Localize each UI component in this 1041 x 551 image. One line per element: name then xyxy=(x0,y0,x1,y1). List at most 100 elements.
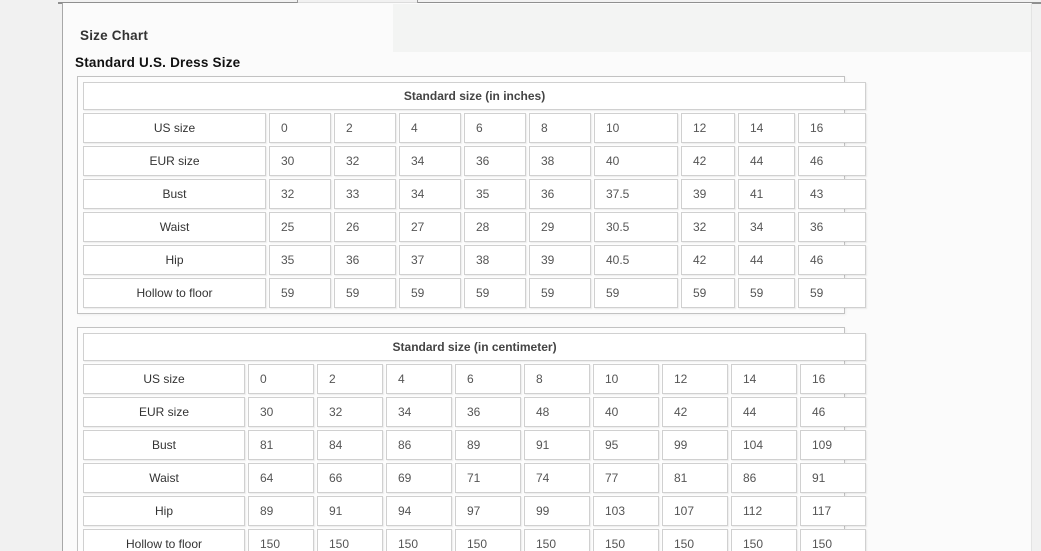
table-title: Standard size (in inches) xyxy=(83,82,867,110)
size-value-cell: 81 xyxy=(248,430,314,460)
size-value-cell: 150 xyxy=(593,529,659,551)
size-value-cell: 32 xyxy=(269,179,331,209)
size-value-cell: 150 xyxy=(455,529,521,551)
size-table-centimeter-wrapper: Standard size (in centimeter) US size 0 2 4 6… xyxy=(77,327,867,551)
row-label: Hip xyxy=(83,245,266,275)
size-value-cell: 59 xyxy=(798,278,867,308)
size-value-cell: 40 xyxy=(594,146,678,176)
size-value-cell: 99 xyxy=(662,430,728,460)
size-value-cell: 34 xyxy=(399,179,461,209)
size-value-cell: 41 xyxy=(738,179,795,209)
size-value-cell: 71 xyxy=(455,463,521,493)
size-value-cell: 117 xyxy=(800,496,867,526)
size-value-cell: 43 xyxy=(798,179,867,209)
size-value-cell: 91 xyxy=(524,430,590,460)
size-value-cell: 150 xyxy=(800,529,867,551)
size-value-cell: 32 xyxy=(681,212,735,242)
row-label: US size xyxy=(83,364,245,394)
size-value-cell: 103 xyxy=(593,496,659,526)
size-value-cell: 30 xyxy=(269,146,331,176)
size-value-cell: 25 xyxy=(269,212,331,242)
size-value-cell: 0 xyxy=(269,113,331,143)
size-value-cell: 59 xyxy=(529,278,591,308)
size-value-cell: 8 xyxy=(524,364,590,394)
row-label: Hollow to floor xyxy=(83,278,266,308)
size-value-cell: 107 xyxy=(662,496,728,526)
size-value-cell: 66 xyxy=(317,463,383,493)
size-table-inches: Standard size (in inches) US size 0 2 4 6 8 10 1… xyxy=(80,79,869,311)
row-label: Hip xyxy=(83,496,245,526)
size-value-cell: 30 xyxy=(248,397,314,427)
size-value-cell: 48 xyxy=(524,397,590,427)
size-value-cell: 150 xyxy=(524,529,590,551)
table-row: Waist 64 66 69 71 74 77 81 86 91 xyxy=(83,463,867,493)
table-title: Standard size (in centimeter) xyxy=(83,333,867,361)
size-value-cell: 42 xyxy=(681,245,735,275)
table-row: Waist 25 26 27 28 29 30.5 32 34 36 xyxy=(83,212,867,242)
size-value-cell: 99 xyxy=(524,496,590,526)
size-value-cell: 91 xyxy=(317,496,383,526)
size-value-cell: 40.5 xyxy=(594,245,678,275)
size-value-cell: 32 xyxy=(317,397,383,427)
panel-top-band xyxy=(393,4,1031,52)
size-value-cell: 64 xyxy=(248,463,314,493)
size-value-cell: 59 xyxy=(334,278,396,308)
size-value-cell: 2 xyxy=(317,364,383,394)
size-value-cell: 86 xyxy=(386,430,452,460)
size-value-cell: 59 xyxy=(594,278,678,308)
size-value-cell: 42 xyxy=(681,146,735,176)
size-value-cell: 59 xyxy=(464,278,526,308)
size-value-cell: 29 xyxy=(529,212,591,242)
size-value-cell: 33 xyxy=(334,179,396,209)
row-label: US size xyxy=(83,113,266,143)
size-value-cell: 37.5 xyxy=(594,179,678,209)
size-value-cell: 69 xyxy=(386,463,452,493)
row-label: Hollow to floor xyxy=(83,529,245,551)
table-row: Hollow to floor 59 59 59 59 59 59 59 59 59 xyxy=(83,278,867,308)
tab-separator xyxy=(297,0,298,4)
size-value-cell: 94 xyxy=(386,496,452,526)
size-value-cell: 44 xyxy=(738,146,795,176)
size-value-cell: 59 xyxy=(399,278,461,308)
table-row: Bust 81 84 86 89 91 95 99 104 109 xyxy=(83,430,867,460)
table-row: EUR size 30 32 34 36 48 40 42 44 46 xyxy=(83,397,867,427)
page-subtitle: Standard U.S. Dress Size xyxy=(75,55,241,70)
size-value-cell: 150 xyxy=(248,529,314,551)
size-value-cell: 95 xyxy=(593,430,659,460)
page-title: Size Chart xyxy=(80,28,149,43)
size-value-cell: 44 xyxy=(738,245,795,275)
size-value-cell: 36 xyxy=(798,212,867,242)
row-label: EUR size xyxy=(83,146,266,176)
row-label: Bust xyxy=(83,179,266,209)
table-row: Bust 32 33 34 35 36 37.5 39 41 43 xyxy=(83,179,867,209)
row-label: Waist xyxy=(83,212,266,242)
size-value-cell: 59 xyxy=(738,278,795,308)
size-value-cell: 10 xyxy=(593,364,659,394)
table-row: Hip 89 91 94 97 99 103 107 112 117 xyxy=(83,496,867,526)
size-value-cell: 34 xyxy=(399,146,461,176)
size-value-cell: 32 xyxy=(334,146,396,176)
size-value-cell: 30.5 xyxy=(594,212,678,242)
size-value-cell: 104 xyxy=(731,430,797,460)
table-title-row: Standard size (in inches) xyxy=(83,82,867,110)
size-value-cell: 10 xyxy=(594,113,678,143)
table-row: Hip 35 36 37 38 39 40.5 42 44 46 xyxy=(83,245,867,275)
size-value-cell: 59 xyxy=(681,278,735,308)
size-value-cell: 27 xyxy=(399,212,461,242)
size-value-cell: 26 xyxy=(334,212,396,242)
size-value-cell: 109 xyxy=(800,430,867,460)
size-value-cell: 150 xyxy=(662,529,728,551)
size-chart-panel: Size Chart Standard U.S. Dress Size Stan… xyxy=(62,3,1032,551)
size-value-cell: 14 xyxy=(738,113,795,143)
size-value-cell: 14 xyxy=(731,364,797,394)
table-row: US size 0 2 4 6 8 10 12 14 16 xyxy=(83,364,867,394)
table-row: EUR size 30 32 34 36 38 40 42 44 46 xyxy=(83,146,867,176)
table-title-row: Standard size (in centimeter) xyxy=(83,333,867,361)
size-value-cell: 6 xyxy=(464,113,526,143)
size-value-cell: 40 xyxy=(593,397,659,427)
size-value-cell: 16 xyxy=(798,113,867,143)
size-value-cell: 39 xyxy=(681,179,735,209)
size-value-cell: 112 xyxy=(731,496,797,526)
size-value-cell: 35 xyxy=(464,179,526,209)
